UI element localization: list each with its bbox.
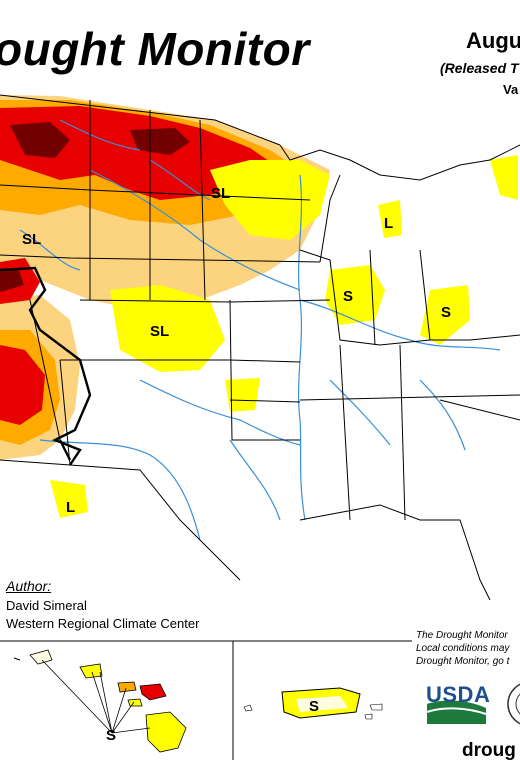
- map-date: Augu: [466, 28, 520, 53]
- label-sl-northwest: SL: [22, 231, 41, 248]
- d4-region-west: [0, 268, 24, 292]
- d4-region-montana: [10, 122, 70, 158]
- label-sl-central: SL: [150, 323, 169, 340]
- d3-region-southwest: [0, 345, 45, 425]
- author-organization: Western Regional Climate Center: [6, 616, 200, 631]
- d0-region-maine: [490, 155, 518, 200]
- d0-region-southwest-texas: [50, 480, 88, 518]
- d4-region-dakota: [130, 128, 190, 155]
- usda-logo: [426, 700, 487, 724]
- label-l-southwest: L: [66, 499, 75, 516]
- puerto-rico-inset: S: [243, 687, 383, 720]
- state-boundaries: [0, 94, 520, 601]
- label-s-puerto-rico: S: [309, 698, 319, 715]
- inset-frames: [0, 640, 412, 760]
- author-label: Author:: [6, 578, 52, 594]
- d0-region-north-texas: [225, 378, 260, 412]
- valid-time: Va: [503, 82, 519, 97]
- impact-boundaries: [0, 266, 92, 466]
- label-s-hawaii: S: [106, 727, 116, 744]
- d0-region-central-plains: [110, 285, 225, 372]
- label-s-midwest: S: [343, 288, 353, 305]
- partner-seal: [507, 683, 520, 725]
- disclaimer-line-3: Drought Monitor, go t: [416, 656, 510, 667]
- disclaimer-line-1: The Drought Monitor: [416, 630, 508, 641]
- hawaii-inset: S: [13, 649, 187, 753]
- page-title: ought Monitor: [0, 23, 310, 75]
- d0-region-appalachia: [420, 285, 470, 345]
- label-sl-north-plains: SL: [211, 185, 230, 202]
- usda-wordmark: USDA: [426, 682, 491, 707]
- author-name: David Simeral: [6, 598, 87, 613]
- rivers: [19, 119, 501, 541]
- release-note: (Released T: [440, 60, 519, 76]
- d0-region-midwest: [325, 265, 385, 325]
- d0-region-michigan: [378, 200, 402, 238]
- label-s-appalachia: S: [441, 304, 451, 321]
- drought-url-link[interactable]: droug: [462, 740, 516, 761]
- d3-region-north: [0, 106, 275, 200]
- disclaimer-line-2: Local conditions may: [416, 643, 510, 654]
- label-l-michigan: L: [384, 215, 393, 232]
